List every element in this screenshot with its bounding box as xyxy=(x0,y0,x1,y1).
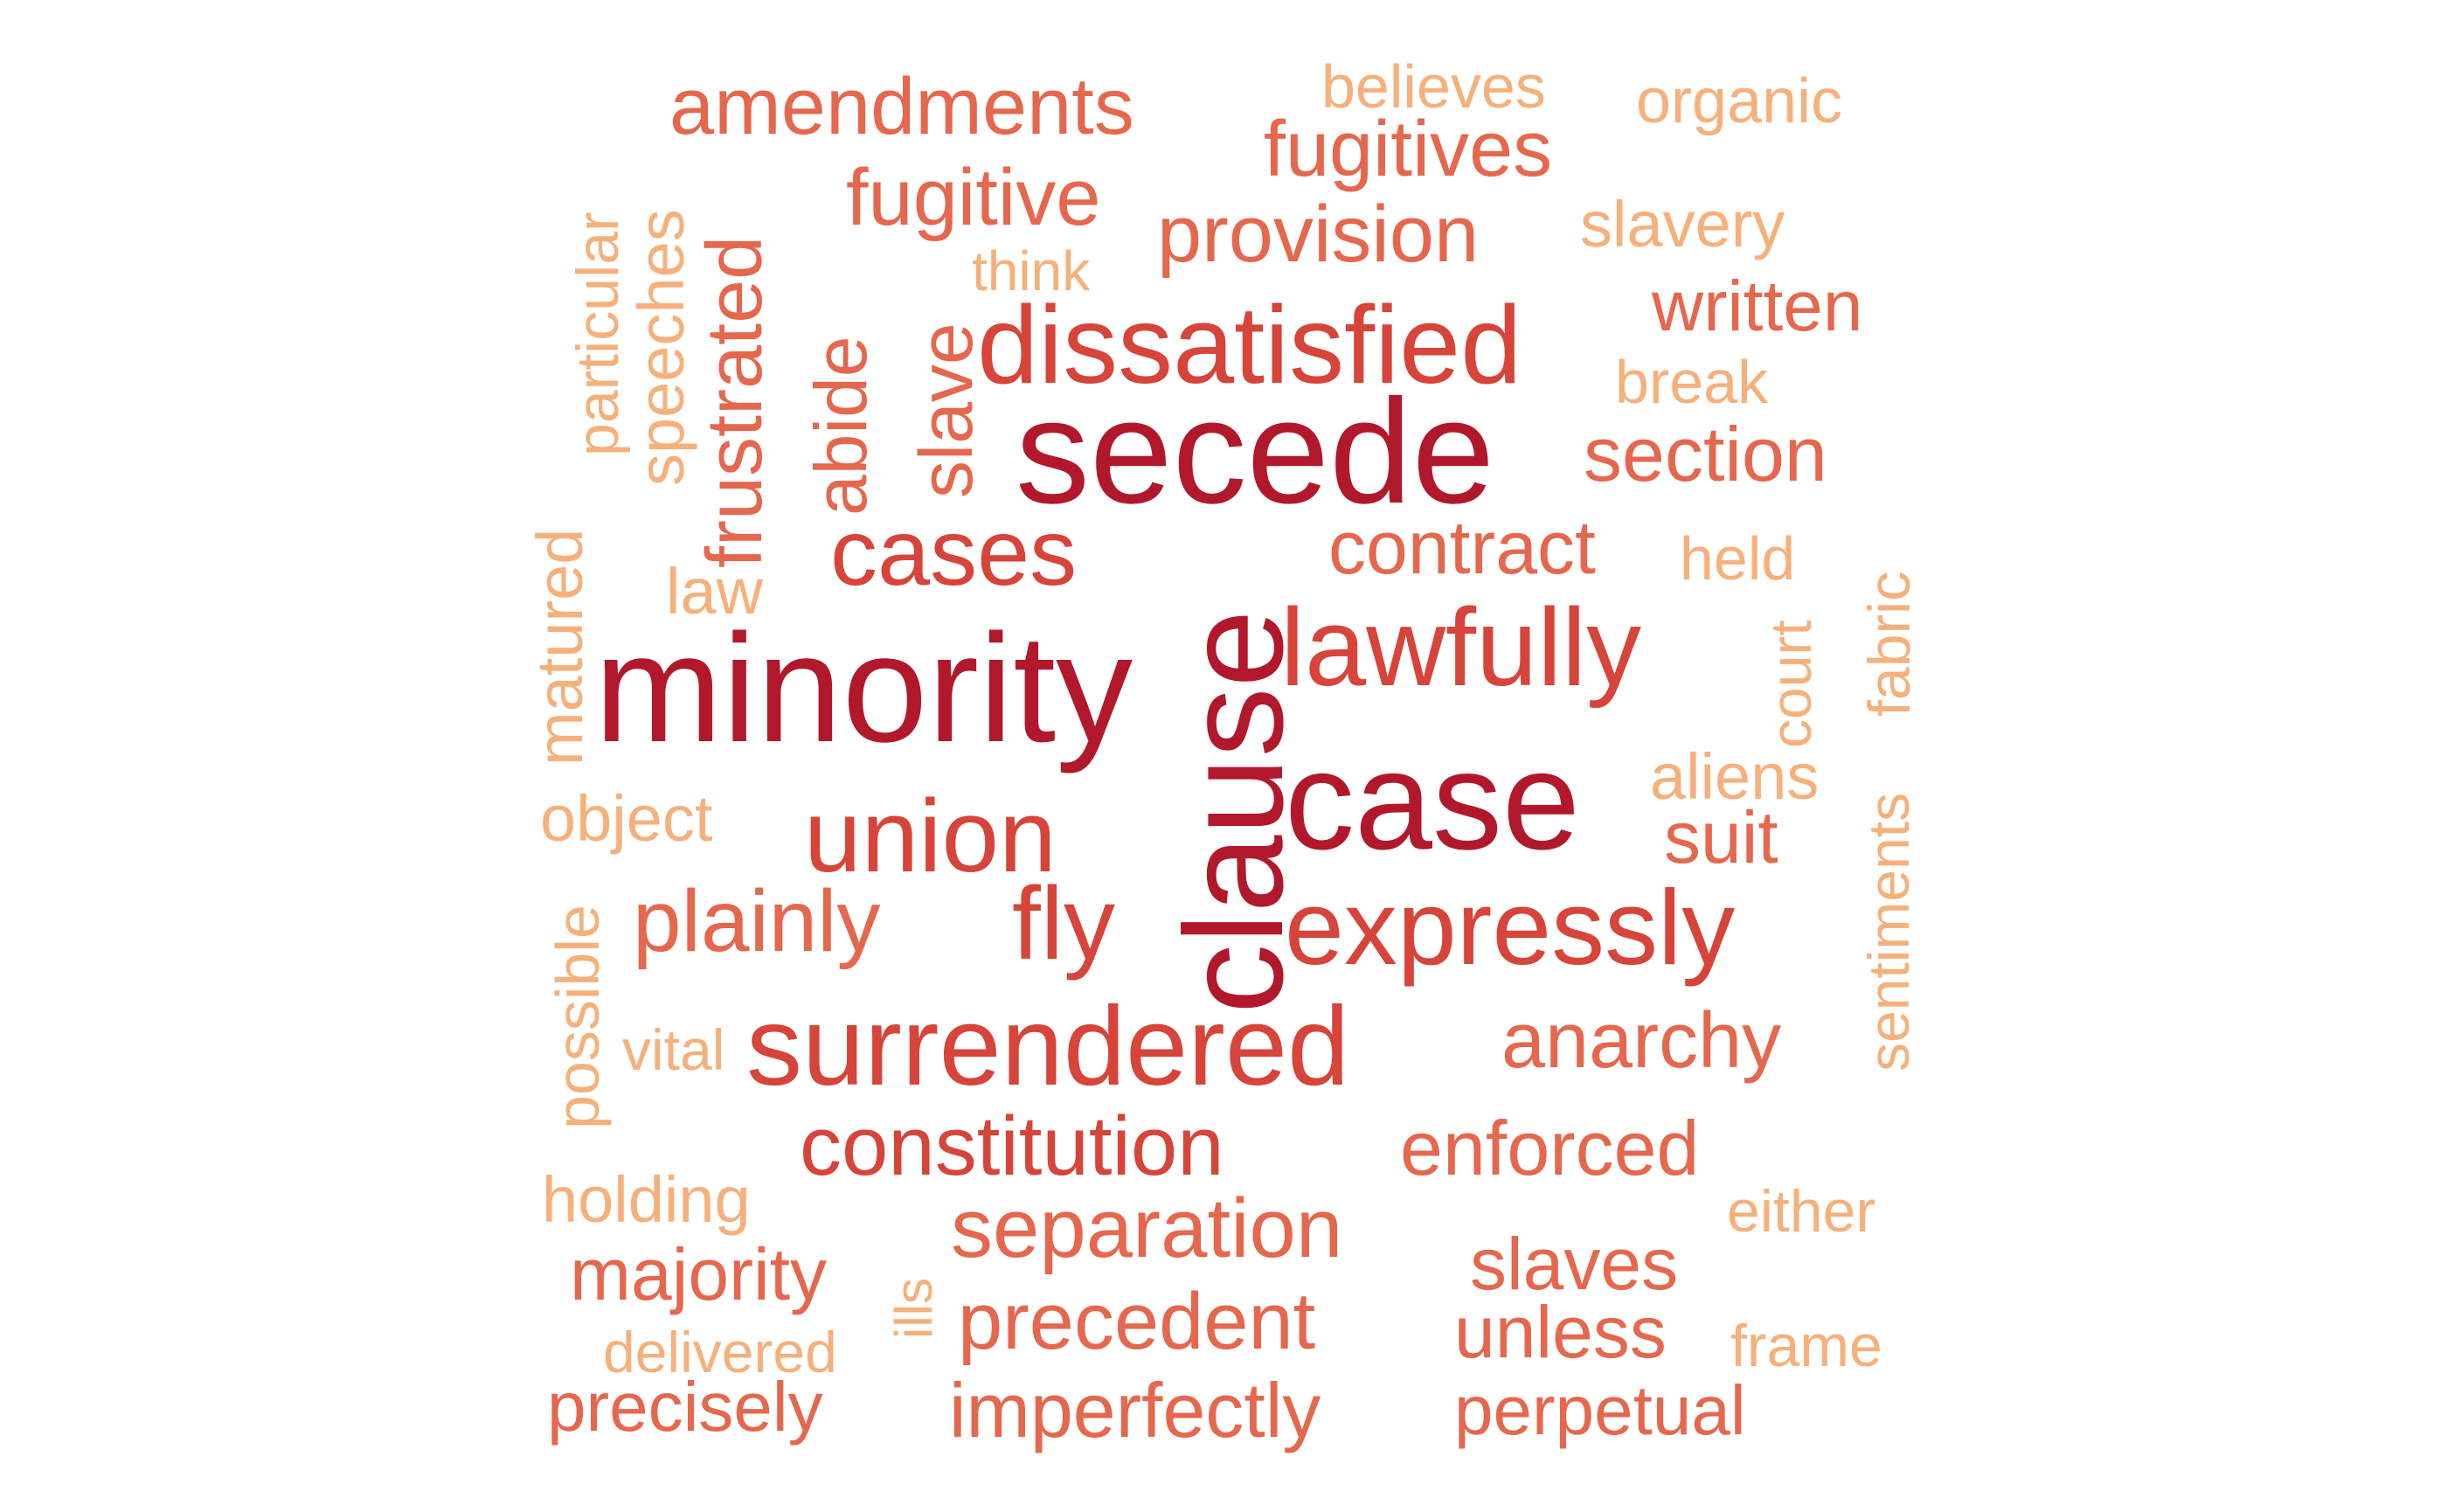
word-slaves: slaves xyxy=(1470,1223,1679,1305)
word-secede: secede xyxy=(1016,369,1495,535)
word-abide: abide xyxy=(800,336,882,516)
word-matured: matured xyxy=(523,528,596,766)
word-ills: ills xyxy=(884,1278,943,1339)
word-minority: minority xyxy=(594,603,1133,774)
word-constitution: constitution xyxy=(800,1099,1224,1193)
word-amendments: amendments xyxy=(669,62,1134,151)
word-delivered: delivered xyxy=(603,1320,837,1384)
word-union: union xyxy=(804,779,1057,894)
word-aliens: aliens xyxy=(1650,740,1820,813)
word-slavery: slavery xyxy=(1580,188,1785,260)
word-possible: possible xyxy=(544,905,612,1129)
word-case: case xyxy=(1285,722,1580,878)
word-slave: slave xyxy=(905,323,988,498)
word-separation: separation xyxy=(951,1182,1343,1275)
word-majority: majority xyxy=(570,1233,828,1315)
word-holding: holding xyxy=(542,1163,751,1236)
word-held: held xyxy=(1680,524,1796,593)
word-suit: suit xyxy=(1664,796,1778,878)
word-break: break xyxy=(1615,348,1769,416)
word-contract: contract xyxy=(1328,506,1596,590)
word-dissatisfied: dissatisfied xyxy=(977,283,1522,406)
word-cases: cases xyxy=(830,499,1078,605)
word-plainly: plainly xyxy=(633,872,881,970)
word-fly: fly xyxy=(1012,866,1115,981)
word-perpetual: perpetual xyxy=(1454,1371,1746,1449)
word-fugitives: fugitives xyxy=(1264,106,1553,193)
word-fabric: fabric xyxy=(1856,571,1923,717)
word-speeches: speeches xyxy=(625,209,697,486)
word-sentiments: sentiments xyxy=(1856,792,1921,1072)
word-vital: vital xyxy=(622,1017,725,1082)
word-lawfully: lawfully xyxy=(1280,586,1642,709)
word-surrendered: surrendered xyxy=(746,984,1350,1109)
word-precedent: precedent xyxy=(958,1277,1316,1366)
word-particular: particular xyxy=(565,212,631,456)
word-frame: frame xyxy=(1730,1313,1882,1379)
word-think: think xyxy=(972,239,1091,302)
word-court: court xyxy=(1758,620,1823,748)
word-anarchy: anarchy xyxy=(1501,997,1782,1085)
word-either: either xyxy=(1727,1178,1876,1245)
word-object: object xyxy=(540,782,713,855)
word-enforced: enforced xyxy=(1400,1105,1700,1191)
word-law: law xyxy=(666,555,764,628)
word-precisely: precisely xyxy=(547,1368,823,1446)
word-provision: provision xyxy=(1157,190,1480,279)
word-unless: unless xyxy=(1454,1291,1667,1373)
word-frustrated: frustrated xyxy=(691,235,779,568)
word-believes: believes xyxy=(1321,52,1546,121)
word-written: written xyxy=(1652,267,1863,346)
word-imperfectly: imperfectly xyxy=(949,1367,1321,1453)
word-fugitive: fugitive xyxy=(846,153,1101,242)
word-organic: organic xyxy=(1636,66,1843,136)
word-section: section xyxy=(1584,411,1827,497)
word-expressly: expressly xyxy=(1285,868,1736,987)
